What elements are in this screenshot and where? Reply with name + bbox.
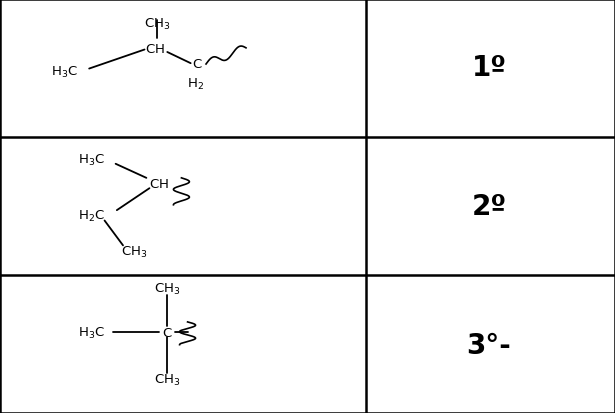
Text: $\mathregular{CH}$: $\mathregular{CH}$ [145,43,165,56]
Text: 2º: 2º [471,192,507,221]
Text: $\mathregular{C}$: $\mathregular{C}$ [192,58,203,71]
Text: 3°-: 3°- [467,331,511,359]
Text: $\mathregular{H_2C}$: $\mathregular{H_2C}$ [77,208,105,223]
Text: $\mathregular{H_3C}$: $\mathregular{H_3C}$ [51,65,78,80]
Text: $\mathregular{H_3C}$: $\mathregular{H_3C}$ [77,325,105,340]
Text: $\mathregular{CH_3}$: $\mathregular{CH_3}$ [143,17,170,31]
Text: $\mathregular{CH}$: $\mathregular{CH}$ [149,177,169,190]
Text: 1º: 1º [472,54,506,82]
Text: $\mathregular{CH_3}$: $\mathregular{CH_3}$ [154,372,181,387]
Text: $\mathregular{C}$: $\mathregular{C}$ [162,326,173,339]
Text: $\mathregular{H_3C}$: $\mathregular{H_3C}$ [77,153,105,168]
Text: $\mathregular{H_2}$: $\mathregular{H_2}$ [187,76,204,91]
Text: $\mathregular{CH_3}$: $\mathregular{CH_3}$ [154,282,181,297]
Text: $\mathregular{CH_3}$: $\mathregular{CH_3}$ [121,244,148,259]
